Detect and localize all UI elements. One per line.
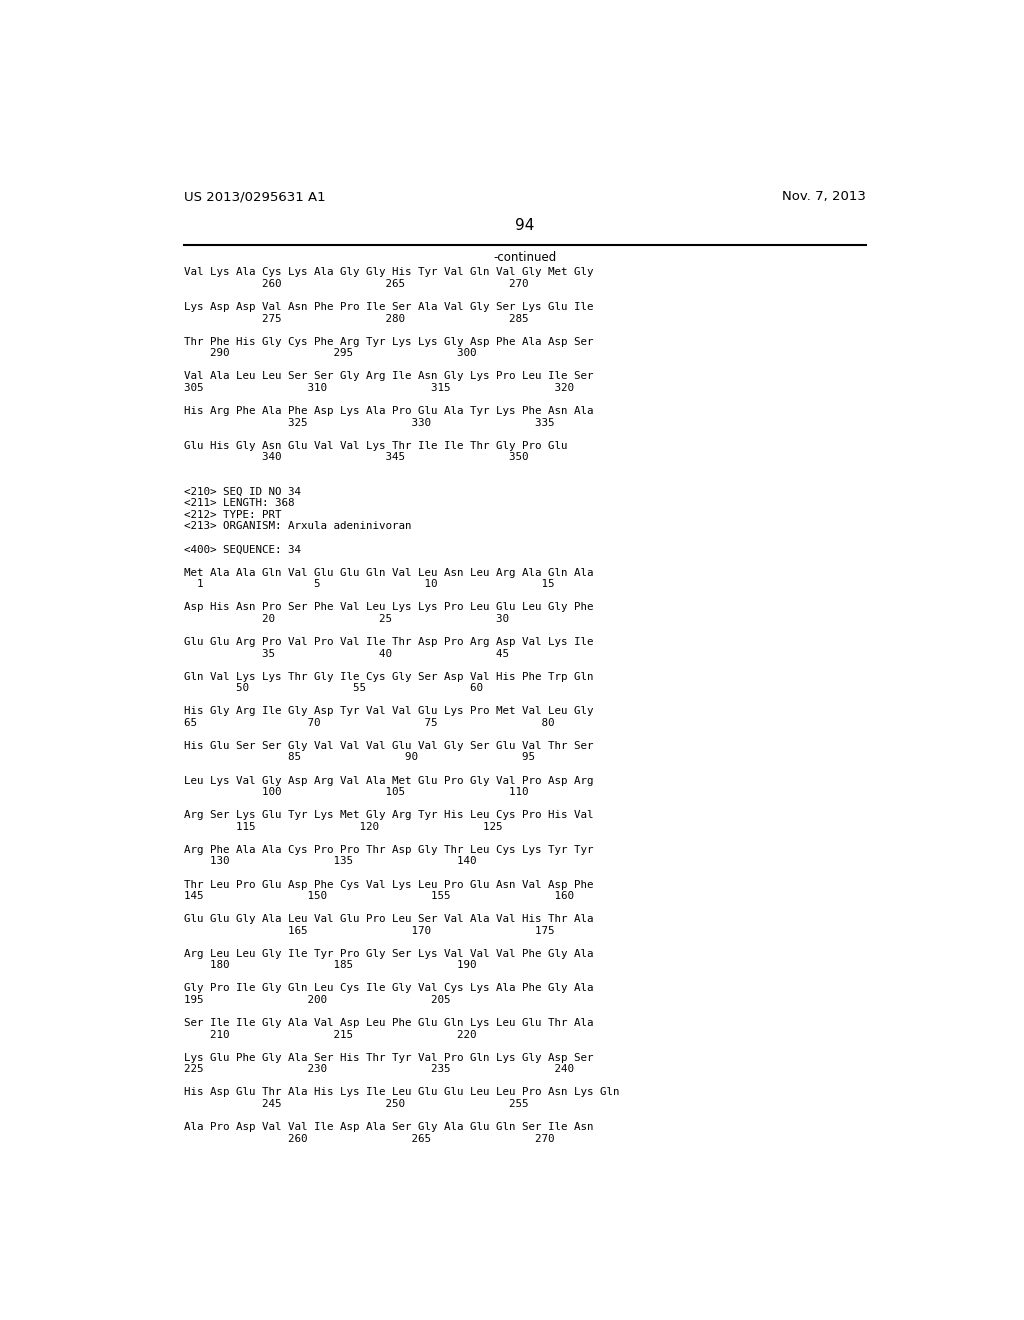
Text: 94: 94 [515, 218, 535, 232]
Text: Asp His Asn Pro Ser Phe Val Leu Lys Lys Pro Leu Glu Leu Gly Phe: Asp His Asn Pro Ser Phe Val Leu Lys Lys … [183, 602, 593, 612]
Text: -continued: -continued [494, 251, 556, 264]
Text: 85                90                95: 85 90 95 [183, 752, 535, 763]
Text: 145                150                155                160: 145 150 155 160 [183, 891, 573, 902]
Text: <211> LENGTH: 368: <211> LENGTH: 368 [183, 499, 294, 508]
Text: 260                265                270: 260 265 270 [183, 1134, 554, 1143]
Text: Val Lys Ala Cys Lys Ala Gly Gly His Tyr Val Gln Val Gly Met Gly: Val Lys Ala Cys Lys Ala Gly Gly His Tyr … [183, 268, 593, 277]
Text: 275                280                285: 275 280 285 [183, 314, 528, 323]
Text: Met Ala Ala Gln Val Glu Glu Gln Val Leu Asn Leu Arg Ala Gln Ala: Met Ala Ala Gln Val Glu Glu Gln Val Leu … [183, 568, 593, 578]
Text: 35                40                45: 35 40 45 [183, 648, 509, 659]
Text: 325                330                335: 325 330 335 [183, 417, 554, 428]
Text: <212> TYPE: PRT: <212> TYPE: PRT [183, 510, 282, 520]
Text: <400> SEQUENCE: 34: <400> SEQUENCE: 34 [183, 545, 301, 554]
Text: 50                55                60: 50 55 60 [183, 684, 482, 693]
Text: His Gly Arg Ile Gly Asp Tyr Val Val Glu Lys Pro Met Val Leu Gly: His Gly Arg Ile Gly Asp Tyr Val Val Glu … [183, 706, 593, 717]
Text: 340                345                350: 340 345 350 [183, 453, 528, 462]
Text: Arg Phe Ala Ala Cys Pro Pro Thr Asp Gly Thr Leu Cys Lys Tyr Tyr: Arg Phe Ala Ala Cys Pro Pro Thr Asp Gly … [183, 845, 593, 855]
Text: Nov. 7, 2013: Nov. 7, 2013 [782, 190, 866, 203]
Text: Leu Lys Val Gly Asp Arg Val Ala Met Glu Pro Gly Val Pro Asp Arg: Leu Lys Val Gly Asp Arg Val Ala Met Glu … [183, 776, 593, 785]
Text: Lys Glu Phe Gly Ala Ser His Thr Tyr Val Pro Gln Lys Gly Asp Ser: Lys Glu Phe Gly Ala Ser His Thr Tyr Val … [183, 1053, 593, 1063]
Text: His Glu Ser Ser Gly Val Val Val Glu Val Gly Ser Glu Val Thr Ser: His Glu Ser Ser Gly Val Val Val Glu Val … [183, 741, 593, 751]
Text: Glu His Gly Asn Glu Val Val Lys Thr Ile Ile Thr Gly Pro Glu: Glu His Gly Asn Glu Val Val Lys Thr Ile … [183, 441, 567, 450]
Text: US 2013/0295631 A1: US 2013/0295631 A1 [183, 190, 326, 203]
Text: Thr Leu Pro Glu Asp Phe Cys Val Lys Leu Pro Glu Asn Val Asp Phe: Thr Leu Pro Glu Asp Phe Cys Val Lys Leu … [183, 879, 593, 890]
Text: 100                105                110: 100 105 110 [183, 787, 528, 797]
Text: His Arg Phe Ala Phe Asp Lys Ala Pro Glu Ala Tyr Lys Phe Asn Ala: His Arg Phe Ala Phe Asp Lys Ala Pro Glu … [183, 407, 593, 416]
Text: <210> SEQ ID NO 34: <210> SEQ ID NO 34 [183, 487, 301, 496]
Text: 290                295                300: 290 295 300 [183, 348, 476, 358]
Text: His Asp Glu Thr Ala His Lys Ile Leu Glu Glu Leu Leu Pro Asn Lys Gln: His Asp Glu Thr Ala His Lys Ile Leu Glu … [183, 1088, 620, 1097]
Text: 305                310                315                320: 305 310 315 320 [183, 383, 573, 393]
Text: 225                230                235                240: 225 230 235 240 [183, 1064, 573, 1074]
Text: 115                120                125: 115 120 125 [183, 822, 503, 832]
Text: 130                135                140: 130 135 140 [183, 857, 476, 866]
Text: 180                185                190: 180 185 190 [183, 961, 476, 970]
Text: 165                170                175: 165 170 175 [183, 925, 554, 936]
Text: Thr Phe His Gly Cys Phe Arg Tyr Lys Lys Gly Asp Phe Ala Asp Ser: Thr Phe His Gly Cys Phe Arg Tyr Lys Lys … [183, 337, 593, 347]
Text: 20                25                30: 20 25 30 [183, 614, 509, 624]
Text: Lys Asp Asp Val Asn Phe Pro Ile Ser Ala Val Gly Ser Lys Glu Ile: Lys Asp Asp Val Asn Phe Pro Ile Ser Ala … [183, 302, 593, 312]
Text: Arg Leu Leu Gly Ile Tyr Pro Gly Ser Lys Val Val Val Phe Gly Ala: Arg Leu Leu Gly Ile Tyr Pro Gly Ser Lys … [183, 949, 593, 958]
Text: <213> ORGANISM: Arxula adeninivoran: <213> ORGANISM: Arxula adeninivoran [183, 521, 412, 532]
Text: Val Ala Leu Leu Ser Ser Gly Arg Ile Asn Gly Lys Pro Leu Ile Ser: Val Ala Leu Leu Ser Ser Gly Arg Ile Asn … [183, 371, 593, 381]
Text: Gln Val Lys Lys Thr Gly Ile Cys Gly Ser Asp Val His Phe Trp Gln: Gln Val Lys Lys Thr Gly Ile Cys Gly Ser … [183, 672, 593, 681]
Text: Arg Ser Lys Glu Tyr Lys Met Gly Arg Tyr His Leu Cys Pro His Val: Arg Ser Lys Glu Tyr Lys Met Gly Arg Tyr … [183, 810, 593, 820]
Text: 1                 5                10                15: 1 5 10 15 [183, 579, 554, 589]
Text: 260                265                270: 260 265 270 [183, 279, 528, 289]
Text: Glu Glu Arg Pro Val Pro Val Ile Thr Asp Pro Arg Asp Val Lys Ile: Glu Glu Arg Pro Val Pro Val Ile Thr Asp … [183, 638, 593, 647]
Text: 65                 70                75                80: 65 70 75 80 [183, 718, 554, 727]
Text: Ala Pro Asp Val Val Ile Asp Ala Ser Gly Ala Glu Gln Ser Ile Asn: Ala Pro Asp Val Val Ile Asp Ala Ser Gly … [183, 1122, 593, 1133]
Text: Ser Ile Ile Gly Ala Val Asp Leu Phe Glu Gln Lys Leu Glu Thr Ala: Ser Ile Ile Gly Ala Val Asp Leu Phe Glu … [183, 1018, 593, 1028]
Text: Glu Glu Gly Ala Leu Val Glu Pro Leu Ser Val Ala Val His Thr Ala: Glu Glu Gly Ala Leu Val Glu Pro Leu Ser … [183, 915, 593, 924]
Text: Gly Pro Ile Gly Gln Leu Cys Ile Gly Val Cys Lys Ala Phe Gly Ala: Gly Pro Ile Gly Gln Leu Cys Ile Gly Val … [183, 983, 593, 994]
Text: 245                250                255: 245 250 255 [183, 1100, 528, 1109]
Text: 195                200                205: 195 200 205 [183, 995, 451, 1005]
Text: 210                215                220: 210 215 220 [183, 1030, 476, 1040]
